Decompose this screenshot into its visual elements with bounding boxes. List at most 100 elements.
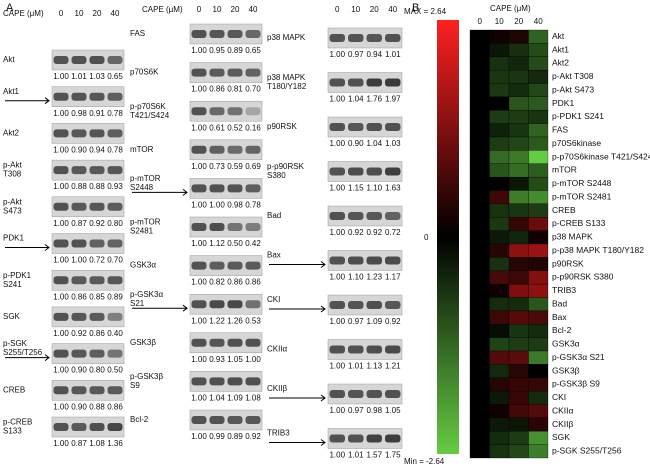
ratio-label: 1.00 <box>191 162 207 171</box>
heat-cell <box>489 297 510 312</box>
heat-cell <box>489 163 510 178</box>
heat-cell <box>508 190 529 205</box>
ratio-label: 1.23 <box>366 273 382 282</box>
protein-label: GSK3β <box>130 338 156 347</box>
band <box>71 423 87 431</box>
heat-cell <box>469 69 490 84</box>
ratio-label: 1.13 <box>366 362 382 371</box>
protein-label: S473 <box>3 206 22 215</box>
blot <box>189 139 263 161</box>
dose-label: 20 <box>370 5 379 14</box>
blot <box>189 216 263 238</box>
row-label: GSK3β <box>552 365 580 375</box>
blot <box>327 27 403 49</box>
ratio-label: 0.98 <box>366 406 382 415</box>
heat-cell <box>528 43 549 57</box>
band <box>53 312 69 321</box>
ratio-label: 0.86 <box>245 278 261 287</box>
heat-cell <box>489 310 510 325</box>
dose-label: 20 <box>231 5 240 14</box>
band <box>209 261 225 270</box>
protein-label: p-PDK1 <box>3 271 32 280</box>
heat-cell <box>489 390 510 405</box>
ratio-label: 0.78 <box>107 109 123 118</box>
ratio-label: 0.88 <box>71 182 87 191</box>
ratio-label: 0.85 <box>89 292 105 301</box>
heat-cell <box>469 390 490 405</box>
band <box>227 416 243 424</box>
band <box>227 30 243 38</box>
band <box>245 30 261 38</box>
ratio-label: 1.09 <box>366 317 382 326</box>
band <box>53 166 69 175</box>
band <box>385 345 401 354</box>
ratio-label: 0.50 <box>227 239 243 248</box>
ratio-label: 0.88 <box>89 182 105 191</box>
heat-cell <box>469 217 490 231</box>
band <box>227 145 243 154</box>
heat-cell <box>528 136 549 151</box>
heat-cell <box>508 283 529 298</box>
heat-cell <box>528 190 549 205</box>
dose-label: 40 <box>388 5 397 14</box>
heat-cell <box>469 337 490 352</box>
ratio-label: 0.93 <box>107 182 123 191</box>
band <box>89 276 105 285</box>
band <box>366 434 382 443</box>
band <box>227 68 243 77</box>
ratio-label: 1.00 <box>191 432 207 441</box>
blot <box>327 161 403 182</box>
row-label: GSK3α <box>552 339 580 349</box>
heat-cell <box>528 444 549 459</box>
protein-label: SGK <box>3 312 21 321</box>
ratio-label: 0.86 <box>227 278 243 287</box>
band <box>107 239 123 248</box>
blot <box>189 332 263 354</box>
row-label: p-mTOR S2448 <box>552 178 612 188</box>
band <box>385 167 401 176</box>
ratio-label: 1.00 <box>191 46 207 55</box>
heat-cell <box>469 43 490 57</box>
arrow <box>5 244 50 251</box>
band <box>348 390 364 398</box>
ratio-label: 0.82 <box>209 278 225 287</box>
band <box>227 261 243 270</box>
heat-cell <box>489 417 510 432</box>
ratio-label: 0.98 <box>227 201 243 210</box>
protein-label: Bad <box>267 211 281 220</box>
ratio-label: 0.92 <box>89 219 105 228</box>
heat-cell <box>469 203 490 218</box>
band <box>329 345 345 354</box>
ratio-label: 1.00 <box>191 239 207 248</box>
row-label: Bax <box>552 312 567 322</box>
heat-cell <box>489 203 510 218</box>
heat-cell <box>469 444 490 459</box>
band <box>209 107 225 116</box>
heat-cell <box>508 203 529 218</box>
blot <box>189 62 263 83</box>
band <box>107 423 123 431</box>
band <box>209 223 225 231</box>
ratio-label: 1.00 <box>329 362 345 371</box>
heat-cell <box>508 417 529 432</box>
heat-cell <box>469 56 490 71</box>
ratio-label: 0.52 <box>227 123 243 132</box>
heat-cell <box>489 69 510 84</box>
band <box>89 349 105 358</box>
heat-cell <box>469 136 490 151</box>
row-label: p70S6kinase <box>552 138 601 148</box>
band <box>329 301 345 309</box>
band <box>245 145 261 154</box>
heat-cell <box>528 150 549 164</box>
ratio-label: 0.80 <box>107 219 123 228</box>
heat-cell <box>469 404 490 419</box>
band <box>107 92 123 101</box>
band <box>71 56 87 64</box>
band <box>245 68 261 77</box>
colorbar-min: Min = -2.64 <box>404 457 445 466</box>
ratio-label: 0.89 <box>227 432 243 441</box>
ratio-label: 0.90 <box>71 146 87 155</box>
row-label: p-Akt T308 <box>552 71 594 81</box>
ratio-label: 1.08 <box>89 439 105 448</box>
ratio-label: 0.40 <box>107 329 123 338</box>
